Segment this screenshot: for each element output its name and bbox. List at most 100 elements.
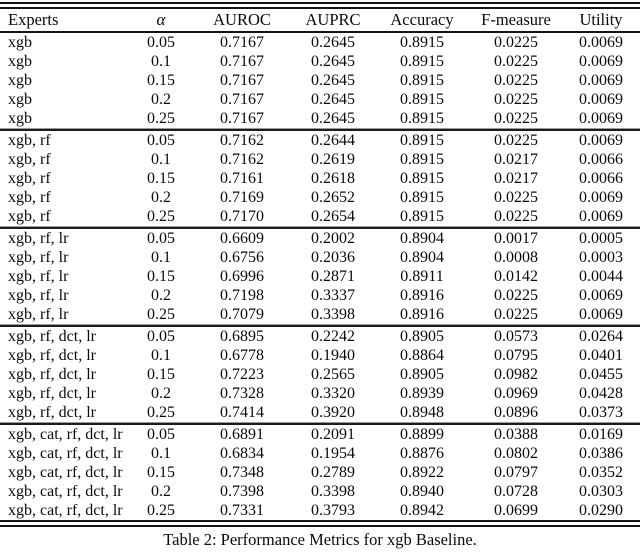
- alpha-cell: 0.1: [151, 151, 171, 168]
- experts-cell: xgb, rf, lr: [8, 287, 69, 304]
- experts-cell: xgb, rf, dct, lr: [8, 366, 96, 383]
- table-row: xgb 0.15 0.7167 0.2645 0.8915 0.0225 0.0069: [0, 71, 640, 90]
- accuracy-cell: 0.8899: [374, 423, 470, 444]
- table-row: xgb, rf 0.05 0.7162 0.2644 0.8915 0.0225 0.006…: [0, 129, 640, 150]
- alpha-cell: 0.15: [147, 464, 175, 481]
- utility-cell: 0.0455: [579, 366, 623, 383]
- table-row: xgb, cat, rf, dct, lr 0.2 0.7398 0.3398 0.89…: [0, 482, 640, 501]
- utility-cell: 0.0066: [579, 151, 623, 168]
- auprc-cell: 0.2871: [311, 268, 355, 285]
- auroc-cell: 0.7414: [192, 403, 292, 423]
- accuracy-cell: 0.8940: [400, 483, 444, 500]
- auroc-cell: 0.7328: [220, 385, 264, 402]
- utility-cell: 0.0401: [579, 347, 623, 364]
- auprc-cell: 0.3398: [311, 483, 355, 500]
- alpha-cell: 0.2: [151, 483, 171, 500]
- accuracy-cell: 0.8942: [400, 502, 444, 519]
- alpha-cell: 0.2: [151, 189, 171, 206]
- utility-cell: 0.0069: [579, 34, 623, 51]
- table-row: xgb, rf, dct, lr 0.25 0.7414 0.3920 0.8948 0.…: [0, 403, 640, 423]
- alpha-cell: 0.15: [147, 72, 175, 89]
- accuracy-cell: 0.8915: [374, 207, 470, 227]
- experts-cell: xgb: [8, 53, 32, 70]
- alpha-cell: 0.25: [147, 502, 175, 519]
- utility-cell: 0.0066: [579, 170, 623, 187]
- alpha-cell: 0.25: [130, 305, 192, 325]
- auroc-cell: 0.7170: [192, 207, 292, 227]
- f-measure-cell: 0.0896: [470, 403, 562, 423]
- experts-cell: xgb, rf: [8, 151, 51, 168]
- auroc-cell: 0.7167: [192, 109, 292, 129]
- auroc-cell: 0.7162: [192, 129, 292, 150]
- utility-cell: 0.0069: [579, 189, 623, 206]
- alpha-cell: 0.2: [151, 287, 171, 304]
- column-header-auprc: AUPRC: [292, 9, 374, 33]
- accuracy-cell: 0.8916: [374, 305, 470, 325]
- accuracy-cell: 0.8904: [374, 227, 470, 248]
- alpha-cell: 0.2: [151, 385, 171, 402]
- utility-cell: 0.0069: [579, 72, 623, 89]
- f-measure-cell: 0.0969: [494, 385, 538, 402]
- auroc-cell: 0.6778: [220, 347, 264, 364]
- utility-cell: 0.0069: [579, 287, 623, 304]
- auprc-cell: 0.2242: [292, 325, 374, 346]
- auroc-cell: 0.7167: [220, 34, 264, 51]
- experts-cell: xgb, rf: [0, 129, 130, 150]
- f-measure-cell: 0.0728: [494, 483, 538, 500]
- accuracy-cell: 0.8915: [400, 72, 444, 89]
- accuracy-cell: 0.8915: [400, 151, 444, 168]
- experts-cell: xgb, cat, rf, dct, lr: [8, 445, 123, 462]
- column-header-accuracy: Accuracy: [374, 9, 470, 33]
- table-row: xgb, cat, rf, dct, lr 0.25 0.7331 0.3793 0.8…: [0, 501, 640, 520]
- accuracy-cell: 0.8915: [400, 53, 444, 70]
- experts-cell: xgb: [8, 72, 32, 89]
- auprc-cell: 0.3320: [311, 385, 355, 402]
- table-row: xgb, rf 0.15 0.7161 0.2618 0.8915 0.0217 0.006…: [0, 169, 640, 188]
- f-measure-cell: 0.0982: [494, 366, 538, 383]
- utility-cell: 0.0069: [562, 305, 640, 325]
- accuracy-cell: 0.8915: [400, 34, 444, 51]
- accuracy-cell: 0.8948: [374, 403, 470, 423]
- f-measure-cell: 0.0225: [470, 109, 562, 129]
- auprc-cell: 0.2652: [311, 189, 355, 206]
- auprc-cell: 0.1940: [311, 347, 355, 364]
- header-row: Experts α AUROC AUPRC Accuracy F-measure Utili…: [0, 9, 640, 33]
- f-measure-cell: 0.0225: [494, 287, 538, 304]
- auroc-cell: 0.6834: [220, 445, 264, 462]
- alpha-cell: 0.25: [130, 403, 192, 423]
- experts-cell: xgb, rf: [8, 170, 51, 187]
- auprc-cell: 0.3793: [311, 502, 355, 519]
- table-row: xgb 0.05 0.7167 0.2645 0.8915 0.0225 0.0069: [0, 33, 640, 52]
- utility-cell: 0.0069: [579, 53, 623, 70]
- auprc-cell: 0.2619: [311, 151, 355, 168]
- experts-cell: xgb, rf: [8, 189, 51, 206]
- alpha-cell: 0.05: [130, 129, 192, 150]
- auroc-cell: 0.7079: [192, 305, 292, 325]
- table-row: xgb, rf, dct, lr 0.2 0.7328 0.3320 0.8939 0.0…: [0, 384, 640, 403]
- utility-cell: 0.0005: [562, 227, 640, 248]
- auroc-cell: 0.6891: [192, 423, 292, 444]
- auroc-cell: 0.6895: [192, 325, 292, 346]
- auroc-cell: 0.7331: [220, 502, 264, 519]
- auroc-cell: 0.7167: [220, 91, 264, 108]
- experts-cell: xgb, rf, lr: [0, 227, 130, 248]
- auprc-cell: 0.2618: [311, 170, 355, 187]
- column-header-f-measure: F-measure: [470, 9, 562, 33]
- experts-cell: xgb, rf, dct, lr: [8, 347, 96, 364]
- auprc-cell: 0.2645: [311, 91, 355, 108]
- table-row: xgb, cat, rf, dct, lr 0.1 0.6834 0.1954 0.88…: [0, 444, 640, 463]
- f-measure-cell: 0.0225: [494, 34, 538, 51]
- utility-cell: 0.0069: [562, 129, 640, 150]
- auroc-cell: 0.7167: [220, 53, 264, 70]
- table-row: xgb 0.25 0.7167 0.2645 0.8915 0.0225 0.0069: [0, 109, 640, 129]
- alpha-cell: 0.15: [147, 170, 175, 187]
- f-measure-cell: 0.0225: [494, 91, 538, 108]
- column-header-alpha: α: [130, 9, 192, 33]
- f-measure-cell: 0.0225: [470, 305, 562, 325]
- alpha-cell: 0.25: [130, 109, 192, 129]
- auprc-cell: 0.2645: [292, 109, 374, 129]
- auroc-cell: 0.6996: [220, 268, 264, 285]
- table-row: xgb 0.2 0.7167 0.2645 0.8915 0.0225 0.0069: [0, 90, 640, 109]
- auprc-cell: 0.2565: [311, 366, 355, 383]
- f-measure-cell: 0.0797: [494, 464, 538, 481]
